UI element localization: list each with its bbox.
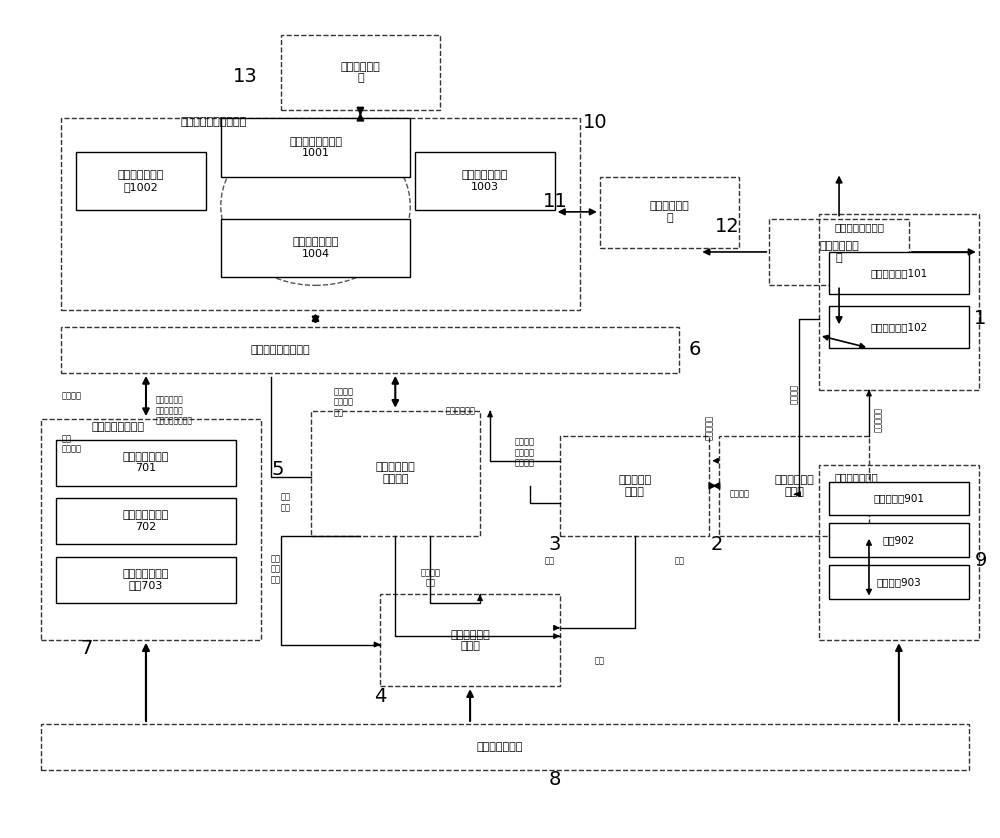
Text: 控制: 控制 [595, 657, 605, 665]
Text: 机械结构分系统: 机械结构分系统 [477, 742, 523, 753]
FancyBboxPatch shape [221, 219, 410, 277]
Text: 通信控制分系
统: 通信控制分系 统 [650, 201, 689, 223]
Text: 多子带收发
分系统: 多子带收发 分系统 [618, 475, 651, 497]
Text: 多源传感器分系统: 多源传感器分系统 [91, 422, 144, 432]
Text: 控制指令: 控制指令 [61, 391, 81, 400]
Text: 工业控制与处理分系统: 工业控制与处理分系统 [181, 117, 247, 127]
FancyBboxPatch shape [829, 524, 969, 556]
Text: 一键运行子系统
1003: 一键运行子系统 1003 [462, 170, 508, 192]
Text: 预处理后
数据: 预处理后 数据 [420, 568, 440, 587]
Text: 线性天线阵列102: 线性天线阵列102 [870, 322, 928, 332]
Text: 监控中心分系
统: 监控中心分系 统 [341, 61, 380, 83]
Text: 电激励信号: 电激励信号 [874, 406, 883, 432]
Text: 5: 5 [271, 459, 284, 478]
FancyBboxPatch shape [829, 482, 969, 515]
Text: 便携式控制子系
统1002: 便携式控制子系 统1002 [118, 170, 164, 192]
Text: 13: 13 [233, 67, 258, 86]
Text: 传动装置903: 传动装置903 [877, 577, 921, 587]
Text: 电激励信号: 电激励信号 [705, 415, 714, 440]
Text: 全系统控制子系统
1001: 全系统控制子系统 1001 [289, 137, 342, 158]
Text: 三维点云测量子
系统703: 三维点云测量子 系统703 [123, 568, 169, 590]
Text: 8: 8 [549, 770, 561, 789]
Text: 10: 10 [582, 113, 607, 132]
FancyBboxPatch shape [221, 118, 410, 177]
Text: 12: 12 [715, 217, 739, 236]
FancyBboxPatch shape [829, 252, 969, 293]
FancyBboxPatch shape [415, 152, 555, 210]
FancyBboxPatch shape [829, 565, 969, 598]
Text: 3: 3 [549, 535, 561, 554]
Text: 中央电子设备
分系统: 中央电子设备 分系统 [450, 629, 490, 651]
Text: 回波信号: 回波信号 [729, 489, 749, 499]
Text: 供电保护分系
统: 供电保护分系 统 [819, 241, 859, 263]
Text: 分布式天线分系统: 分布式天线分系统 [834, 222, 884, 232]
Text: 触发: 触发 [545, 556, 555, 566]
Text: 数据采集与记
录分系统: 数据采集与记 录分系统 [375, 463, 415, 484]
Text: 伺服控制器901: 伺服控制器901 [873, 494, 924, 504]
FancyBboxPatch shape [76, 152, 206, 210]
Text: 11: 11 [543, 193, 568, 211]
FancyBboxPatch shape [56, 499, 236, 545]
Text: 触发: 触发 [674, 556, 684, 566]
Text: 雷达
回波
数据: 雷达 回波 数据 [271, 555, 281, 584]
Text: 控制
指令: 控制 指令 [281, 493, 291, 512]
Text: 金属探测子系统
702: 金属探测子系统 702 [123, 510, 169, 531]
Text: 电机902: 电机902 [883, 535, 915, 545]
Text: 高速开关网络
分系统: 高速开关网络 分系统 [774, 475, 814, 497]
FancyBboxPatch shape [829, 306, 969, 348]
Text: 数据
重发指令: 数据 重发指令 [61, 434, 81, 453]
Text: 2: 2 [710, 535, 723, 554]
Text: 回波信号: 回波信号 [790, 384, 799, 404]
Text: 温度测量数据
金属探测数据
人体三维点云数据: 温度测量数据 金属探测数据 人体三维点云数据 [156, 396, 193, 426]
Text: 伺服运动分系统: 伺服运动分系统 [834, 473, 878, 483]
Text: 温度测量子系统
701: 温度测量子系统 701 [123, 452, 169, 473]
Text: 线性天线阵列101: 线性天线阵列101 [870, 268, 928, 278]
Text: 高速数据交换分系统: 高速数据交换分系统 [251, 344, 310, 354]
Text: 数据重发指令: 数据重发指令 [445, 406, 475, 415]
Text: 自动感应子系统
1004: 自动感应子系统 1004 [292, 237, 339, 259]
Text: 多子带解
调后模拟
视频信号: 多子带解 调后模拟 视频信号 [515, 437, 535, 468]
FancyBboxPatch shape [56, 440, 236, 486]
Text: 4: 4 [374, 687, 387, 706]
Text: 6: 6 [688, 340, 701, 360]
FancyBboxPatch shape [56, 556, 236, 603]
Text: 9: 9 [974, 551, 987, 571]
Text: 1: 1 [974, 309, 987, 328]
Text: 7: 7 [80, 639, 92, 658]
Text: 预处理后
雷达回波
数据: 预处理后 雷达回波 数据 [333, 387, 353, 417]
